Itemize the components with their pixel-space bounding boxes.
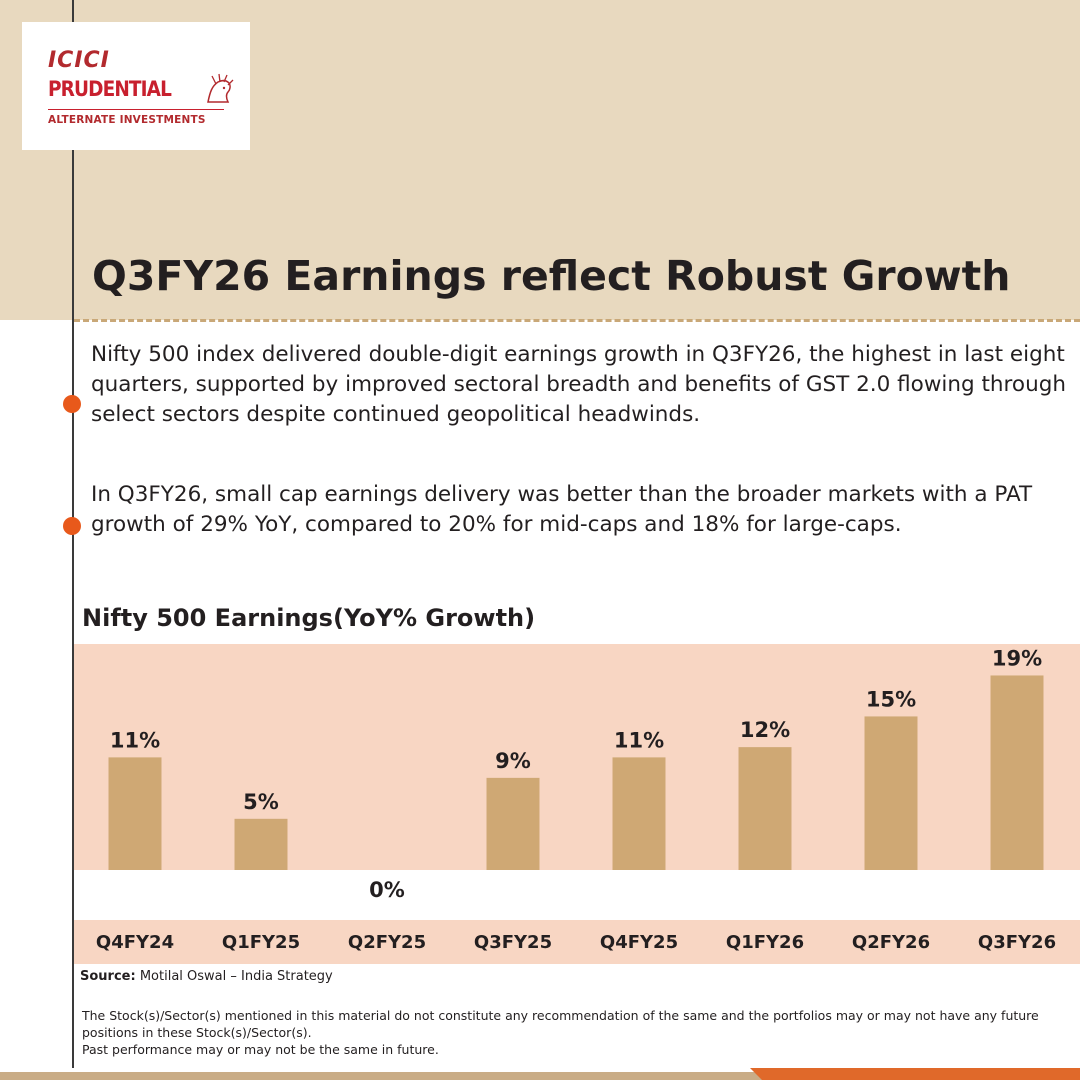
disclaimer-line-2: Past performance may or may not be the s… (82, 1042, 439, 1057)
category-label: Q2FY26 (852, 932, 930, 953)
data-label: 0% (369, 878, 405, 902)
earnings-bar-chart: 11% 5% 0% 9% 11% 12% 15% 19% Q4FY24 Q1FY25 Q2FY25… (74, 644, 1080, 964)
bar-q4fy25 (612, 757, 666, 870)
disclaimer: The Stock(s)/Sector(s) mentioned in this… (82, 1007, 1072, 1058)
source-label: Source: (80, 969, 136, 984)
bar-q4fy24 (108, 757, 162, 870)
bar-q1fy26 (738, 747, 792, 870)
bar-q1fy25 (234, 818, 288, 870)
page-title: Q3FY26 Earnings reflect Robust Growth (92, 252, 1011, 300)
bar-q2fy26 (864, 716, 918, 870)
source-text: Motilal Oswal – India Strategy (139, 969, 333, 984)
category-label: Q4FY24 (96, 932, 174, 953)
source-note: Source: Motilal Oswal – India Strategy (80, 969, 333, 984)
footer-stripe (0, 1068, 1080, 1080)
logo-subtitle: ALTERNATE INVESTMENTS (48, 114, 206, 126)
logo-icici-text: ICICI (48, 48, 110, 73)
category-label: Q2FY25 (348, 932, 426, 953)
category-label: Q3FY26 (978, 932, 1056, 953)
data-label: 11% (110, 728, 160, 752)
data-label: 9% (495, 749, 531, 773)
logo: ICICI PRUDENTIAL ALTERNATE INVESTMENTS (22, 22, 250, 150)
logo-divider (48, 109, 224, 110)
bar-q3fy25 (486, 777, 540, 870)
chart-title: Nifty 500 Earnings(YoY% Growth) (82, 604, 536, 632)
paragraph-2: In Q3FY26, small cap earnings delivery w… (91, 482, 1033, 537)
disclaimer-line-1: The Stock(s)/Sector(s) mentioned in this… (82, 1008, 1039, 1040)
bullet-icon (63, 395, 81, 413)
bar-q3fy26 (990, 675, 1044, 870)
bullet-icon (63, 517, 81, 535)
data-label: 5% (243, 790, 279, 814)
data-label: 11% (614, 728, 664, 752)
data-label: 12% (740, 718, 790, 742)
data-label: 15% (866, 687, 916, 711)
category-label: Q1FY25 (222, 932, 300, 953)
category-label: Q3FY25 (474, 932, 552, 953)
data-label: 19% (992, 646, 1042, 670)
category-label: Q1FY26 (726, 932, 804, 953)
plot-background (74, 644, 1080, 870)
category-label: Q4FY25 (600, 932, 678, 953)
lady-logo-icon (207, 73, 234, 103)
paragraph-1: Nifty 500 index delivered double-digit e… (91, 342, 1066, 427)
logo-prudential-text: PRUDENTIAL (48, 77, 172, 101)
category-band (74, 920, 1080, 964)
dashed-divider (74, 319, 1080, 322)
